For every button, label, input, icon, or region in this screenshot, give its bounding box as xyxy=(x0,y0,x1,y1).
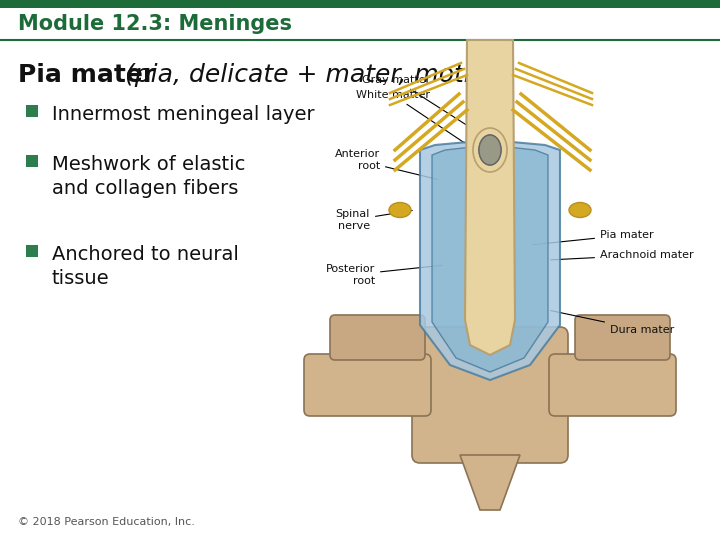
Bar xyxy=(0,0,720,8)
Polygon shape xyxy=(465,40,515,355)
FancyBboxPatch shape xyxy=(575,315,670,360)
Polygon shape xyxy=(420,140,560,380)
FancyBboxPatch shape xyxy=(549,354,676,416)
Text: Posterior
root: Posterior root xyxy=(325,264,442,286)
Text: Gray matter: Gray matter xyxy=(361,75,487,138)
Text: Pia mater: Pia mater xyxy=(18,63,156,87)
Ellipse shape xyxy=(473,128,507,172)
Text: Module 12.3: Meninges: Module 12.3: Meninges xyxy=(18,14,292,34)
Text: Arachnoid mater: Arachnoid mater xyxy=(551,250,693,260)
Bar xyxy=(26,105,38,117)
Ellipse shape xyxy=(479,135,501,165)
Text: White matter: White matter xyxy=(356,90,487,158)
Bar xyxy=(26,245,38,257)
Text: (pia, delicate + mater, mother): (pia, delicate + mater, mother) xyxy=(117,63,515,87)
FancyBboxPatch shape xyxy=(412,327,568,463)
Text: Anchored to neural
tissue: Anchored to neural tissue xyxy=(52,245,239,288)
Text: Innermost meningeal layer: Innermost meningeal layer xyxy=(52,105,315,124)
Text: Pia mater: Pia mater xyxy=(533,230,654,245)
Ellipse shape xyxy=(569,202,591,218)
Text: Dura mater: Dura mater xyxy=(551,310,674,335)
Polygon shape xyxy=(432,145,548,372)
Text: © 2018 Pearson Education, Inc.: © 2018 Pearson Education, Inc. xyxy=(18,517,195,527)
Bar xyxy=(26,155,38,167)
Polygon shape xyxy=(460,455,520,510)
Ellipse shape xyxy=(479,135,501,165)
Text: Anterior
root: Anterior root xyxy=(335,149,437,179)
Text: Meshwork of elastic
and collagen fibers: Meshwork of elastic and collagen fibers xyxy=(52,155,246,198)
Ellipse shape xyxy=(389,202,411,218)
Text: Spinal
nerve: Spinal nerve xyxy=(336,209,413,231)
FancyBboxPatch shape xyxy=(304,354,431,416)
FancyBboxPatch shape xyxy=(330,315,425,360)
